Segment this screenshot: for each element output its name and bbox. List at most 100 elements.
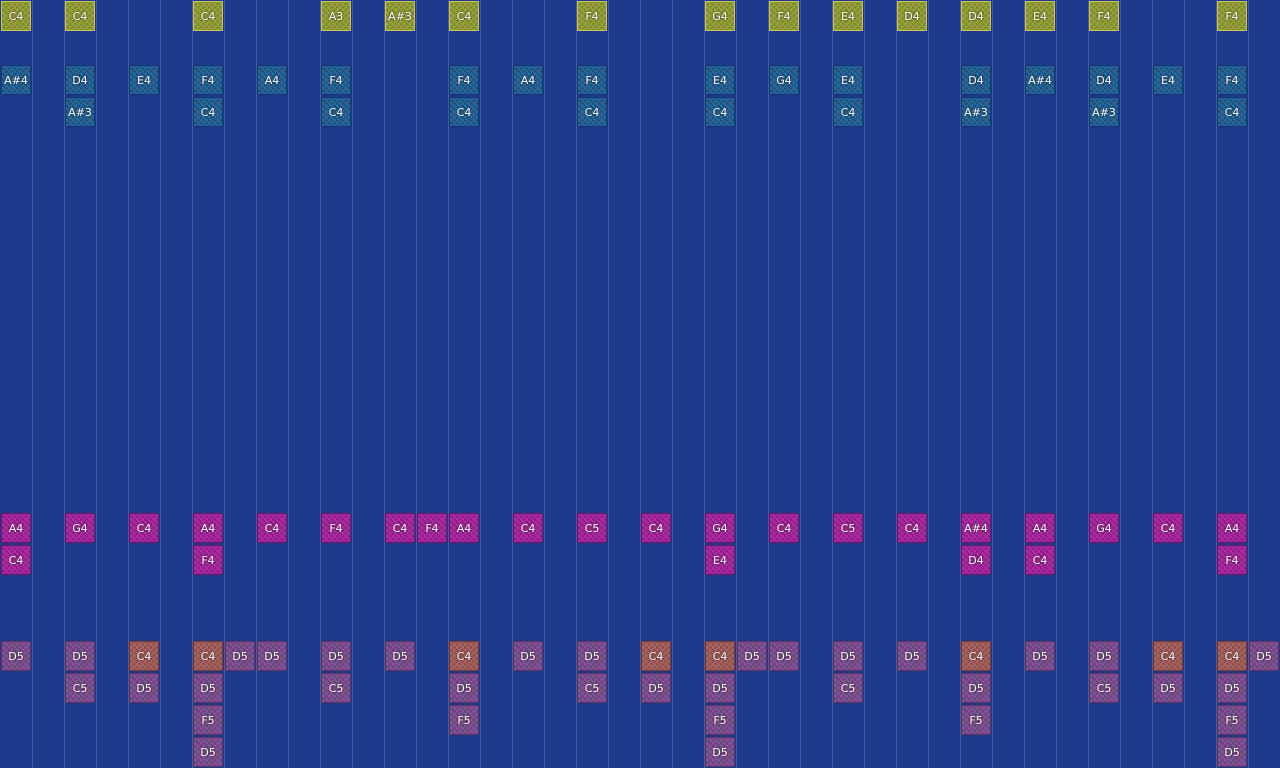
- bass-note[interactable]: G4: [65, 513, 95, 543]
- lead-note[interactable]: C4: [1, 1, 31, 31]
- bass-note[interactable]: C4: [513, 513, 543, 543]
- harmony-note[interactable]: A#4: [1, 65, 31, 95]
- harmony-note[interactable]: F4: [577, 65, 607, 95]
- harmony-note[interactable]: D4: [961, 65, 991, 95]
- drums-note[interactable]: D5: [385, 641, 415, 671]
- harmony-note[interactable]: A#3: [961, 97, 991, 127]
- harmony-note[interactable]: F4: [193, 65, 223, 95]
- harmony-note[interactable]: D4: [1089, 65, 1119, 95]
- drums-note[interactable]: F5: [961, 705, 991, 735]
- lead-note[interactable]: C4: [65, 1, 95, 31]
- lead-note[interactable]: F4: [577, 1, 607, 31]
- drums-note[interactable]: D5: [321, 641, 351, 671]
- drums-note[interactable]: F5: [1217, 705, 1247, 735]
- drums-note[interactable]: D5: [1249, 641, 1279, 671]
- drums-note[interactable]: D5: [513, 641, 543, 671]
- drums-note[interactable]: D5: [1089, 641, 1119, 671]
- harmony-note[interactable]: A#3: [65, 97, 95, 127]
- bass-note[interactable]: C4: [385, 513, 415, 543]
- drums-note[interactable]: D5: [737, 641, 767, 671]
- drums-note[interactable]: D5: [577, 641, 607, 671]
- bass-note[interactable]: C4: [641, 513, 671, 543]
- bass-note[interactable]: C5: [833, 513, 863, 543]
- harmony-note[interactable]: C4: [321, 97, 351, 127]
- drums-note[interactable]: D5: [1153, 673, 1183, 703]
- drums-note[interactable]: C4: [1217, 641, 1247, 671]
- lead-note[interactable]: A3: [321, 1, 351, 31]
- harmony-note[interactable]: F4: [1217, 65, 1247, 95]
- drums-note[interactable]: C4: [1153, 641, 1183, 671]
- lead-note[interactable]: E4: [833, 1, 863, 31]
- drums-note[interactable]: C5: [65, 673, 95, 703]
- drums-note[interactable]: D5: [257, 641, 287, 671]
- drums-note[interactable]: D5: [641, 673, 671, 703]
- drums-note[interactable]: C4: [961, 641, 991, 671]
- harmony-note[interactable]: C4: [577, 97, 607, 127]
- bass-note[interactable]: C4: [1025, 545, 1055, 575]
- drums-note[interactable]: D5: [769, 641, 799, 671]
- drums-note[interactable]: D5: [1217, 673, 1247, 703]
- bass-note[interactable]: E4: [705, 545, 735, 575]
- harmony-note[interactable]: E4: [129, 65, 159, 95]
- drums-note[interactable]: C4: [449, 641, 479, 671]
- lead-note[interactable]: F4: [1089, 1, 1119, 31]
- bass-note[interactable]: F4: [417, 513, 447, 543]
- drums-note[interactable]: D5: [1217, 737, 1247, 767]
- harmony-note[interactable]: A#3: [1089, 97, 1119, 127]
- drums-note[interactable]: C4: [129, 641, 159, 671]
- drums-note[interactable]: C5: [577, 673, 607, 703]
- drums-note[interactable]: D5: [705, 737, 735, 767]
- harmony-note[interactable]: C4: [193, 97, 223, 127]
- harmony-note[interactable]: A#4: [1025, 65, 1055, 95]
- lead-note[interactable]: E4: [1025, 1, 1055, 31]
- drums-note[interactable]: D5: [449, 673, 479, 703]
- bass-note[interactable]: G4: [705, 513, 735, 543]
- bass-note[interactable]: A4: [1217, 513, 1247, 543]
- drums-note[interactable]: D5: [961, 673, 991, 703]
- harmony-note[interactable]: G4: [769, 65, 799, 95]
- harmony-note[interactable]: E4: [705, 65, 735, 95]
- bass-note[interactable]: C5: [577, 513, 607, 543]
- drums-note[interactable]: D5: [1, 641, 31, 671]
- lead-note[interactable]: F4: [1217, 1, 1247, 31]
- lead-note[interactable]: G4: [705, 1, 735, 31]
- lead-note[interactable]: D4: [961, 1, 991, 31]
- bass-note[interactable]: G4: [1089, 513, 1119, 543]
- drums-note[interactable]: F5: [705, 705, 735, 735]
- drums-note[interactable]: C4: [193, 641, 223, 671]
- drums-note[interactable]: C4: [705, 641, 735, 671]
- bass-note[interactable]: C4: [129, 513, 159, 543]
- drums-note[interactable]: D5: [833, 641, 863, 671]
- harmony-note[interactable]: E4: [1153, 65, 1183, 95]
- drums-note[interactable]: C4: [641, 641, 671, 671]
- bass-note[interactable]: C4: [257, 513, 287, 543]
- lead-note[interactable]: F4: [769, 1, 799, 31]
- harmony-note[interactable]: C4: [449, 97, 479, 127]
- bass-note[interactable]: D4: [961, 545, 991, 575]
- drums-note[interactable]: D5: [705, 673, 735, 703]
- drums-note[interactable]: F5: [449, 705, 479, 735]
- bass-note[interactable]: A4: [193, 513, 223, 543]
- bass-note[interactable]: C4: [1, 545, 31, 575]
- drums-note[interactable]: D5: [193, 737, 223, 767]
- drums-note[interactable]: D5: [225, 641, 255, 671]
- drums-note[interactable]: D5: [897, 641, 927, 671]
- bass-note[interactable]: A4: [1025, 513, 1055, 543]
- lead-note[interactable]: A#3: [385, 1, 415, 31]
- bass-note[interactable]: C4: [769, 513, 799, 543]
- harmony-note[interactable]: A4: [513, 65, 543, 95]
- bass-note[interactable]: F4: [193, 545, 223, 575]
- lead-note[interactable]: D4: [897, 1, 927, 31]
- harmony-note[interactable]: F4: [449, 65, 479, 95]
- lead-note[interactable]: C4: [193, 1, 223, 31]
- bass-note[interactable]: F4: [321, 513, 351, 543]
- bass-note[interactable]: F4: [1217, 545, 1247, 575]
- harmony-note[interactable]: E4: [833, 65, 863, 95]
- drums-note[interactable]: C5: [1089, 673, 1119, 703]
- drums-note[interactable]: D5: [193, 673, 223, 703]
- harmony-note[interactable]: A4: [257, 65, 287, 95]
- harmony-note[interactable]: C4: [705, 97, 735, 127]
- bass-note[interactable]: C4: [897, 513, 927, 543]
- harmony-note[interactable]: D4: [65, 65, 95, 95]
